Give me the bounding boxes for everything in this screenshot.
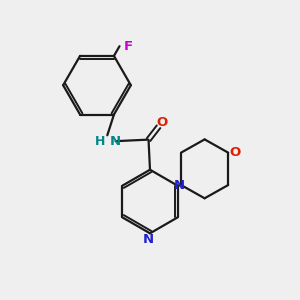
Text: N: N — [110, 135, 121, 148]
Text: F: F — [124, 40, 133, 53]
Text: N: N — [174, 178, 185, 191]
Text: H: H — [94, 135, 105, 148]
Text: O: O — [157, 116, 168, 128]
Text: O: O — [229, 146, 240, 159]
Text: N: N — [143, 233, 154, 246]
